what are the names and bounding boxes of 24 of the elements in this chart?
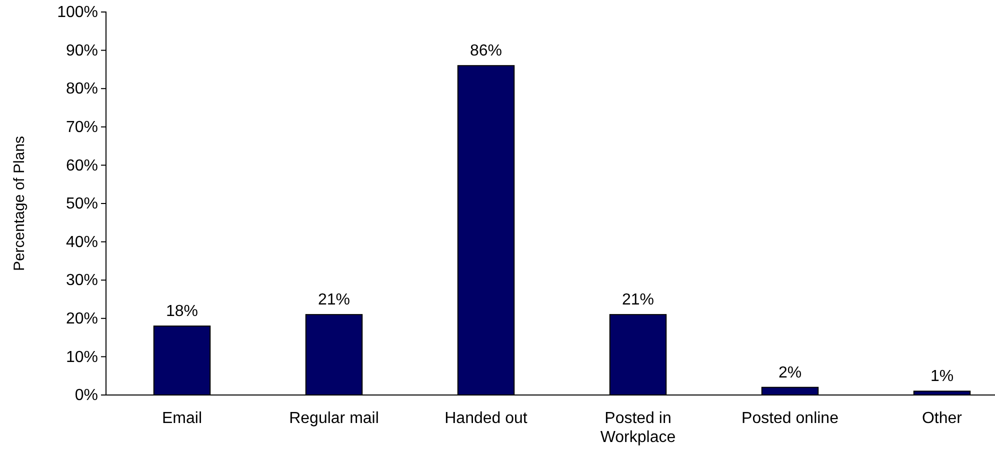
x-tick-label: Email [162, 410, 202, 427]
y-tick-label: 60% [66, 157, 98, 174]
y-tick-label: 20% [66, 310, 98, 328]
y-tick-label: 90% [66, 42, 98, 60]
y-tick-label: 80% [66, 80, 98, 98]
x-tick-label: Posted online [742, 410, 839, 427]
data-label: 18% [166, 303, 198, 320]
x-tick-label: Posted in Workplace [600, 410, 676, 446]
y-tick-label: 70% [66, 119, 98, 136]
x-tick-label: Handed out [444, 410, 528, 427]
x-tick-label: Regular mail [289, 410, 379, 427]
y-tick-label: 0% [74, 387, 98, 404]
data-label: 2% [778, 364, 802, 382]
x-tick-label: Other [922, 410, 963, 427]
y-tick-label: 10% [66, 348, 98, 366]
y-tick-label: 50% [66, 196, 98, 213]
data-label: 21% [318, 292, 350, 309]
data-label: 21% [622, 292, 654, 309]
y-tick-label: 40% [66, 234, 98, 251]
y-tick-label: 100% [57, 4, 98, 22]
y-axis-title: Percentage of Plans [11, 136, 28, 272]
data-label: 1% [930, 368, 954, 386]
data-label: 86% [470, 42, 502, 60]
y-tick-label: 30% [66, 272, 98, 290]
